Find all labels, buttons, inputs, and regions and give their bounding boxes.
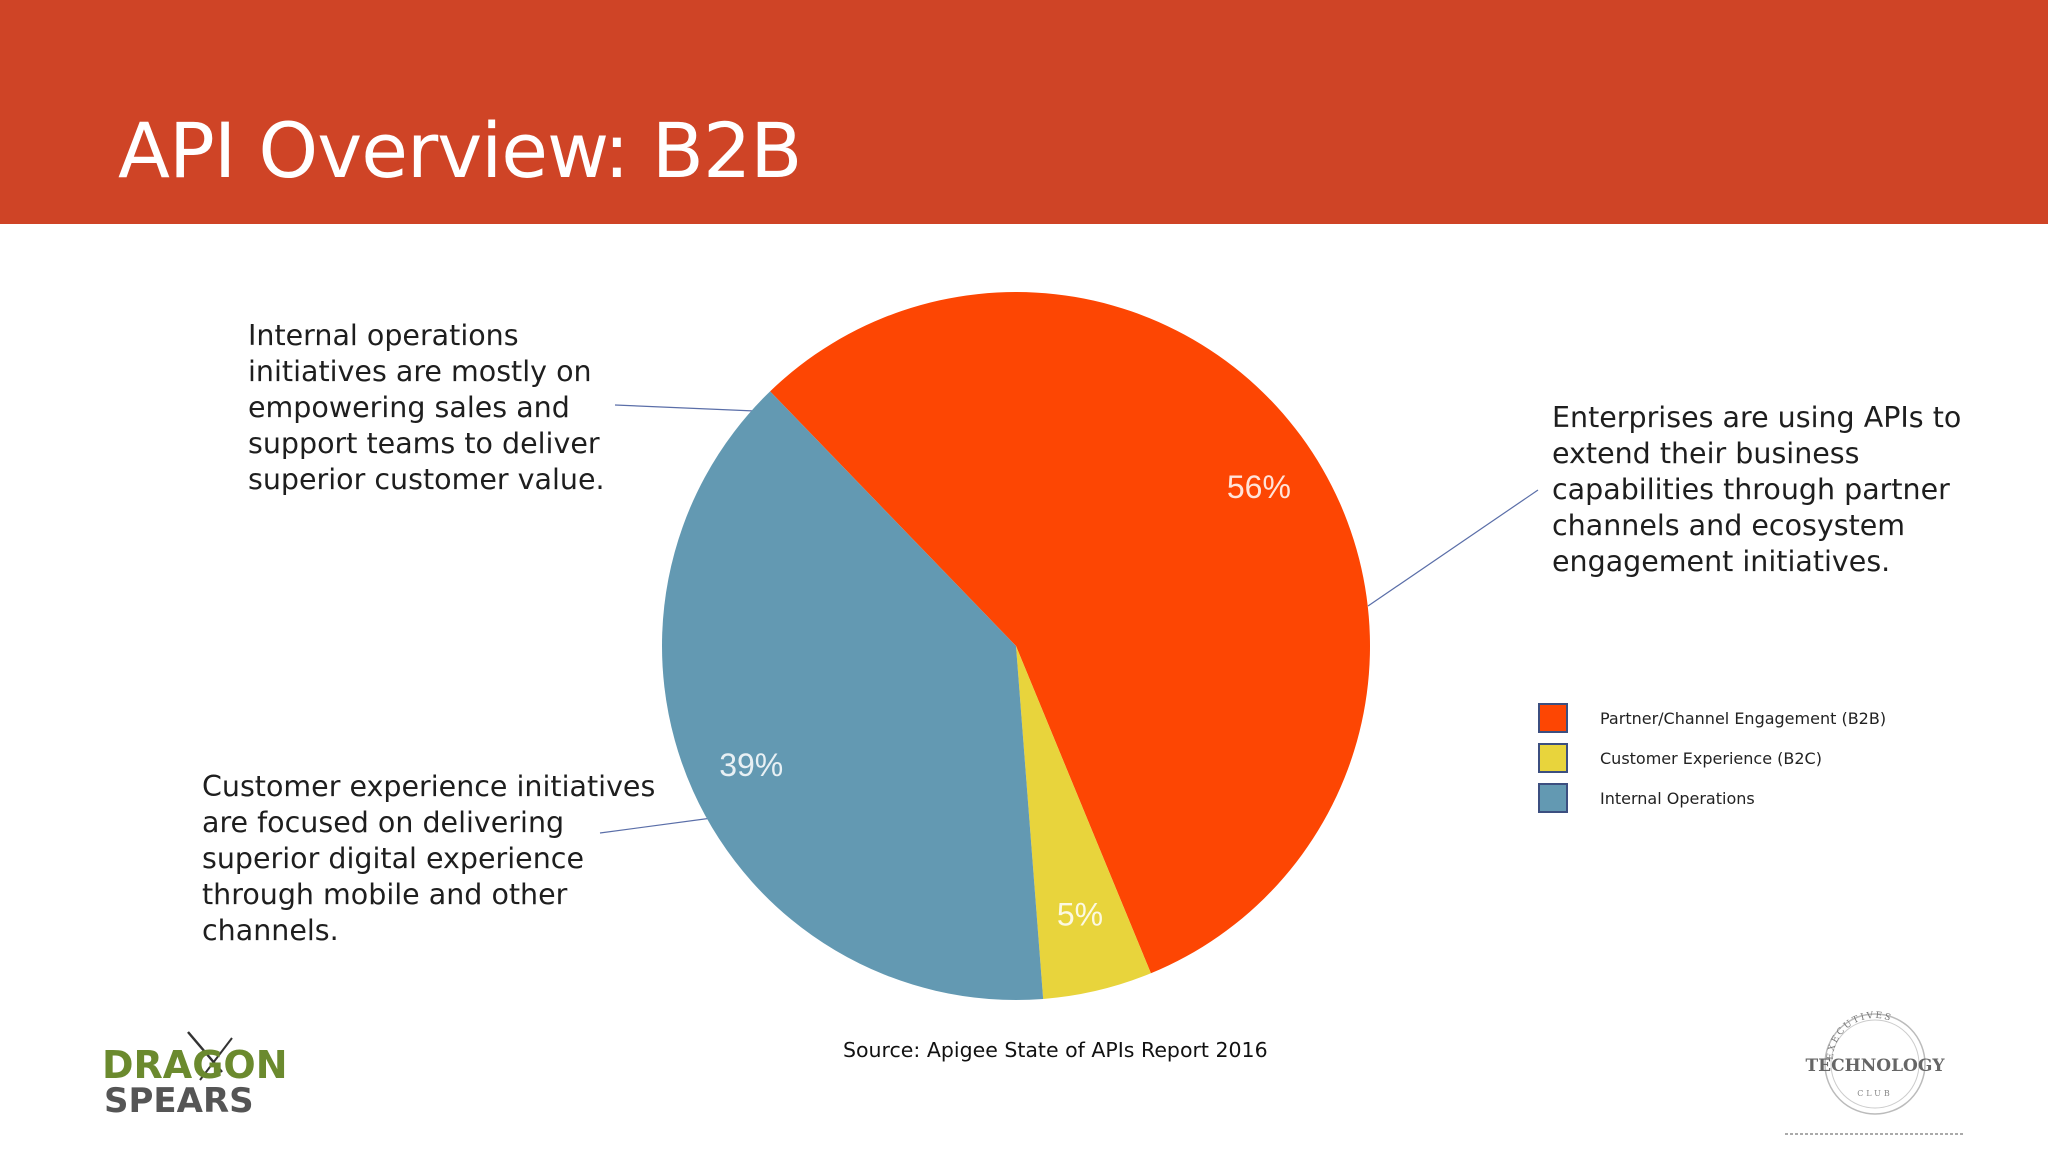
legend-label-b2b: Partner/Channel Engagement (B2B) bbox=[1600, 708, 1887, 728]
pie-slice-b2c bbox=[1016, 646, 1151, 999]
legend-swatch-b2b bbox=[1538, 703, 1568, 733]
header-bar: API Overview: B2B bbox=[0, 0, 2048, 224]
legend-item-internal: Internal Operations bbox=[1538, 778, 1886, 818]
callout-line-b2c bbox=[599, 817, 713, 834]
legend-swatch-internal bbox=[1538, 783, 1568, 813]
legend-swatch-b2c bbox=[1538, 743, 1568, 773]
tech-word-text: TECHNOLOGY bbox=[1806, 1056, 1946, 1076]
annotation-internal-operations: Internal operations initiatives are most… bbox=[248, 319, 605, 496]
legend-item-b2c: Customer Experience (B2C) bbox=[1538, 738, 1886, 778]
tech-club-text: CLUB bbox=[1857, 1089, 1893, 1098]
callout-line-b2b bbox=[1367, 489, 1539, 607]
legend-label-b2c: Customer Experience (B2C) bbox=[1600, 748, 1822, 768]
legend-item-b2b: Partner/Channel Engagement (B2B) bbox=[1538, 698, 1886, 738]
spears-logo-text: SPEARS bbox=[104, 1081, 254, 1120]
dragon-logo-text: DRAGON bbox=[102, 1043, 288, 1087]
dragon-spears-logo: DRAGON SPEARS bbox=[100, 1030, 290, 1121]
pie-slice-internal bbox=[662, 391, 1044, 1000]
pie-label-b2b: 56% bbox=[1227, 469, 1291, 505]
annotation-b2b: Enterprises are using APIs to extend the… bbox=[1552, 401, 1962, 578]
technology-club-logo: EXECUTIVES TECHNOLOGY CLUB bbox=[1775, 1008, 1975, 1144]
pie-slice-b2b bbox=[770, 292, 1370, 974]
legend-label-internal: Internal Operations bbox=[1600, 788, 1755, 808]
annotation-b2c: Customer experience initiatives are focu… bbox=[202, 770, 656, 947]
svg-text:EXECUTIVES: EXECUTIVES bbox=[1826, 1011, 1894, 1061]
source-caption: Source: Apigee State of APIs Report 2016 bbox=[843, 1038, 1268, 1062]
callout-line-internal bbox=[614, 404, 756, 412]
page-title: API Overview: B2B bbox=[118, 106, 802, 195]
pie-label-b2c: 5% bbox=[1057, 897, 1103, 933]
tech-arc-text: EXECUTIVES bbox=[1826, 1011, 1892, 1061]
chart-legend: Partner/Channel Engagement (B2B) Custome… bbox=[1538, 698, 1886, 818]
pie-label-internal: 39% bbox=[719, 747, 783, 783]
